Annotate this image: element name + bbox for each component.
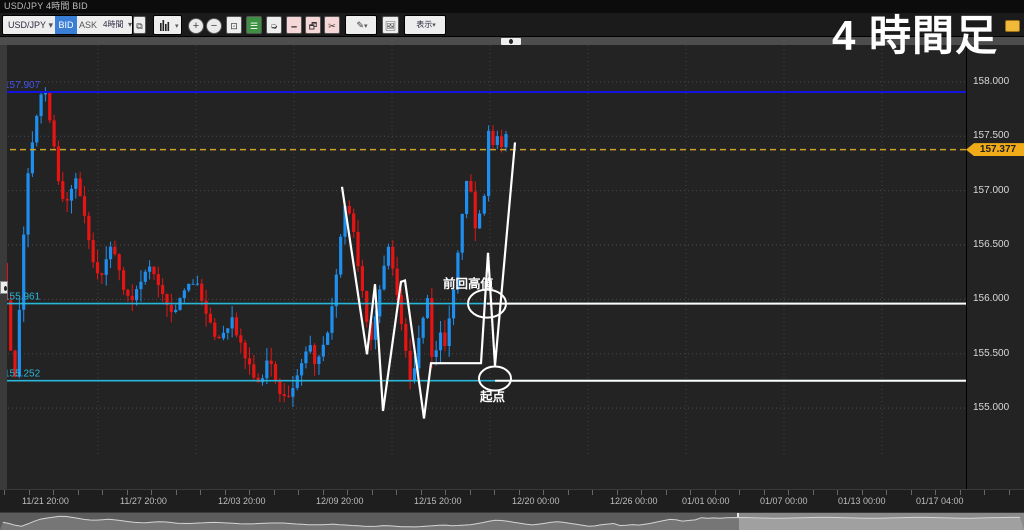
svg-text:155.961: 155.961 (4, 292, 41, 303)
svg-text:前回高値: 前回高値 (443, 276, 494, 291)
svg-text:155.252: 155.252 (4, 369, 41, 380)
svg-text:起点: 起点 (479, 389, 506, 404)
svg-text:157.907: 157.907 (4, 80, 41, 91)
